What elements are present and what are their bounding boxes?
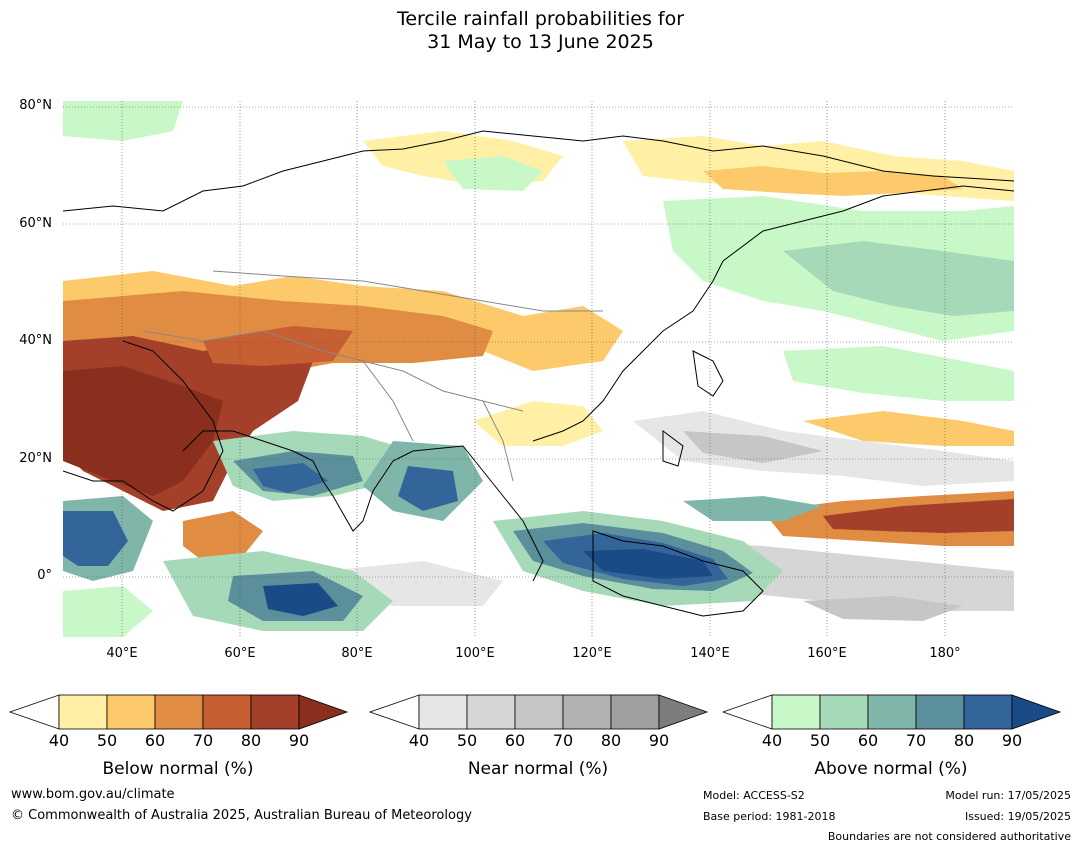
colorbar-tick-label: 80	[240, 731, 262, 750]
colorbar-segment	[819, 694, 869, 730]
title-line-1: Tercile rainfall probabilities for	[396, 8, 685, 30]
legend-near-normal: 40 50 60 70 80 90	[368, 694, 709, 751]
colorbar-segment	[154, 694, 204, 730]
rainfall-probability-map	[63, 101, 1014, 637]
boundaries-disclaimer: Boundaries are not considered authoritat…	[827, 830, 1071, 843]
gridlines	[63, 101, 1014, 637]
colorbar-segment	[610, 694, 660, 730]
legend-title-near-normal: Near normal (%)	[467, 759, 609, 779]
legend-title-above-normal: Above normal (%)	[814, 759, 968, 779]
base-period-text: Base period: 1981-2018	[703, 810, 836, 823]
model-run-text: Model run: 17/05/2025	[945, 789, 1071, 802]
boundaries	[142, 270, 603, 482]
lon-label-160e: 160°E	[807, 646, 847, 661]
colorbar-segment	[58, 694, 108, 730]
colorbar-tick-label: 40	[761, 731, 783, 750]
colorbar-tick-label: 70	[552, 731, 574, 750]
colorbar-segment	[963, 694, 1013, 730]
colorbar-extend-high	[1011, 694, 1062, 730]
colorbar-tick-label: 90	[288, 731, 310, 750]
colorbar-tick-label: 70	[905, 731, 927, 750]
colorbar-tick-label: 70	[192, 731, 214, 750]
colorbar-tick-label: 50	[809, 731, 831, 750]
ticks-below-normal: 40 50 60 70 80 90	[10, 729, 347, 751]
colorbar-tick-label: 80	[600, 731, 622, 750]
above-normal-shading	[63, 101, 1014, 637]
colorbar-segment	[514, 694, 564, 730]
lon-label-120e: 120°E	[572, 646, 612, 661]
colorbar-near-normal	[368, 694, 709, 730]
colorbar-below-normal	[8, 694, 349, 730]
colorbar-segment	[771, 694, 821, 730]
coastlines	[63, 130, 1014, 617]
ticks-above-normal: 40 50 60 70 80 90	[723, 729, 1060, 751]
lon-label-180: 180°	[929, 646, 961, 661]
copyright-text: © Commonwealth of Australia 2025, Austra…	[11, 808, 472, 823]
colorbar-tick-label: 50	[456, 731, 478, 750]
colorbar-segment	[915, 694, 965, 730]
ticks-near-normal: 40 50 60 70 80 90	[370, 729, 707, 751]
lon-label-100e: 100°E	[455, 646, 495, 661]
legend-above-normal: 40 50 60 70 80 90	[721, 694, 1062, 751]
model-text: Model: ACCESS-S2	[703, 789, 805, 802]
lon-label-80e: 80°E	[341, 646, 373, 661]
colorbar-extend-high	[298, 694, 349, 730]
colorbar-tick-label: 50	[96, 731, 118, 750]
lat-label-40n: 40°N	[19, 333, 52, 348]
colorbar-above-normal	[721, 694, 1062, 730]
colorbar-segment	[418, 694, 468, 730]
legend-below-normal: 40 50 60 70 80 90	[8, 694, 349, 751]
colorbar-tick-label: 80	[953, 731, 975, 750]
colorbar-tick-label: 40	[408, 731, 430, 750]
colorbar-segment	[562, 694, 612, 730]
lat-label-0: 0°	[37, 568, 52, 583]
colorbar-extend-low	[721, 694, 773, 730]
lon-label-60e: 60°E	[224, 646, 256, 661]
colorbar-segment	[106, 694, 156, 730]
lon-label-140e: 140°E	[690, 646, 730, 661]
colorbar-extend-high	[658, 694, 709, 730]
colorbar-tick-label: 90	[648, 731, 670, 750]
legend-title-below-normal: Below normal (%)	[102, 759, 254, 779]
colorbar-tick-label: 90	[1001, 731, 1023, 750]
colorbar-segment	[250, 694, 300, 730]
colorbar-tick-label: 40	[48, 731, 70, 750]
lat-label-60n: 60°N	[19, 216, 52, 231]
website-link[interactable]: www.bom.gov.au/climate	[11, 787, 175, 802]
colorbar-tick-label: 60	[857, 731, 879, 750]
lon-label-40e: 40°E	[106, 646, 138, 661]
colorbar-segment	[466, 694, 516, 730]
lat-label-20n: 20°N	[19, 451, 52, 466]
map-title: Tercile rainfall probabilities for 31 Ma…	[0, 8, 1081, 54]
map-svg	[63, 101, 1014, 637]
colorbar-tick-label: 60	[144, 731, 166, 750]
below-normal-shading	[63, 131, 1014, 561]
colorbar-segment	[202, 694, 252, 730]
issued-text: Issued: 19/05/2025	[964, 810, 1071, 823]
colorbar-segment	[867, 694, 917, 730]
colorbar-extend-low	[368, 694, 420, 730]
colorbar-extend-low	[8, 694, 60, 730]
lat-label-80n: 80°N	[19, 98, 52, 113]
colorbar-tick-label: 60	[504, 731, 526, 750]
title-line-2: 31 May to 13 June 2025	[427, 31, 654, 53]
